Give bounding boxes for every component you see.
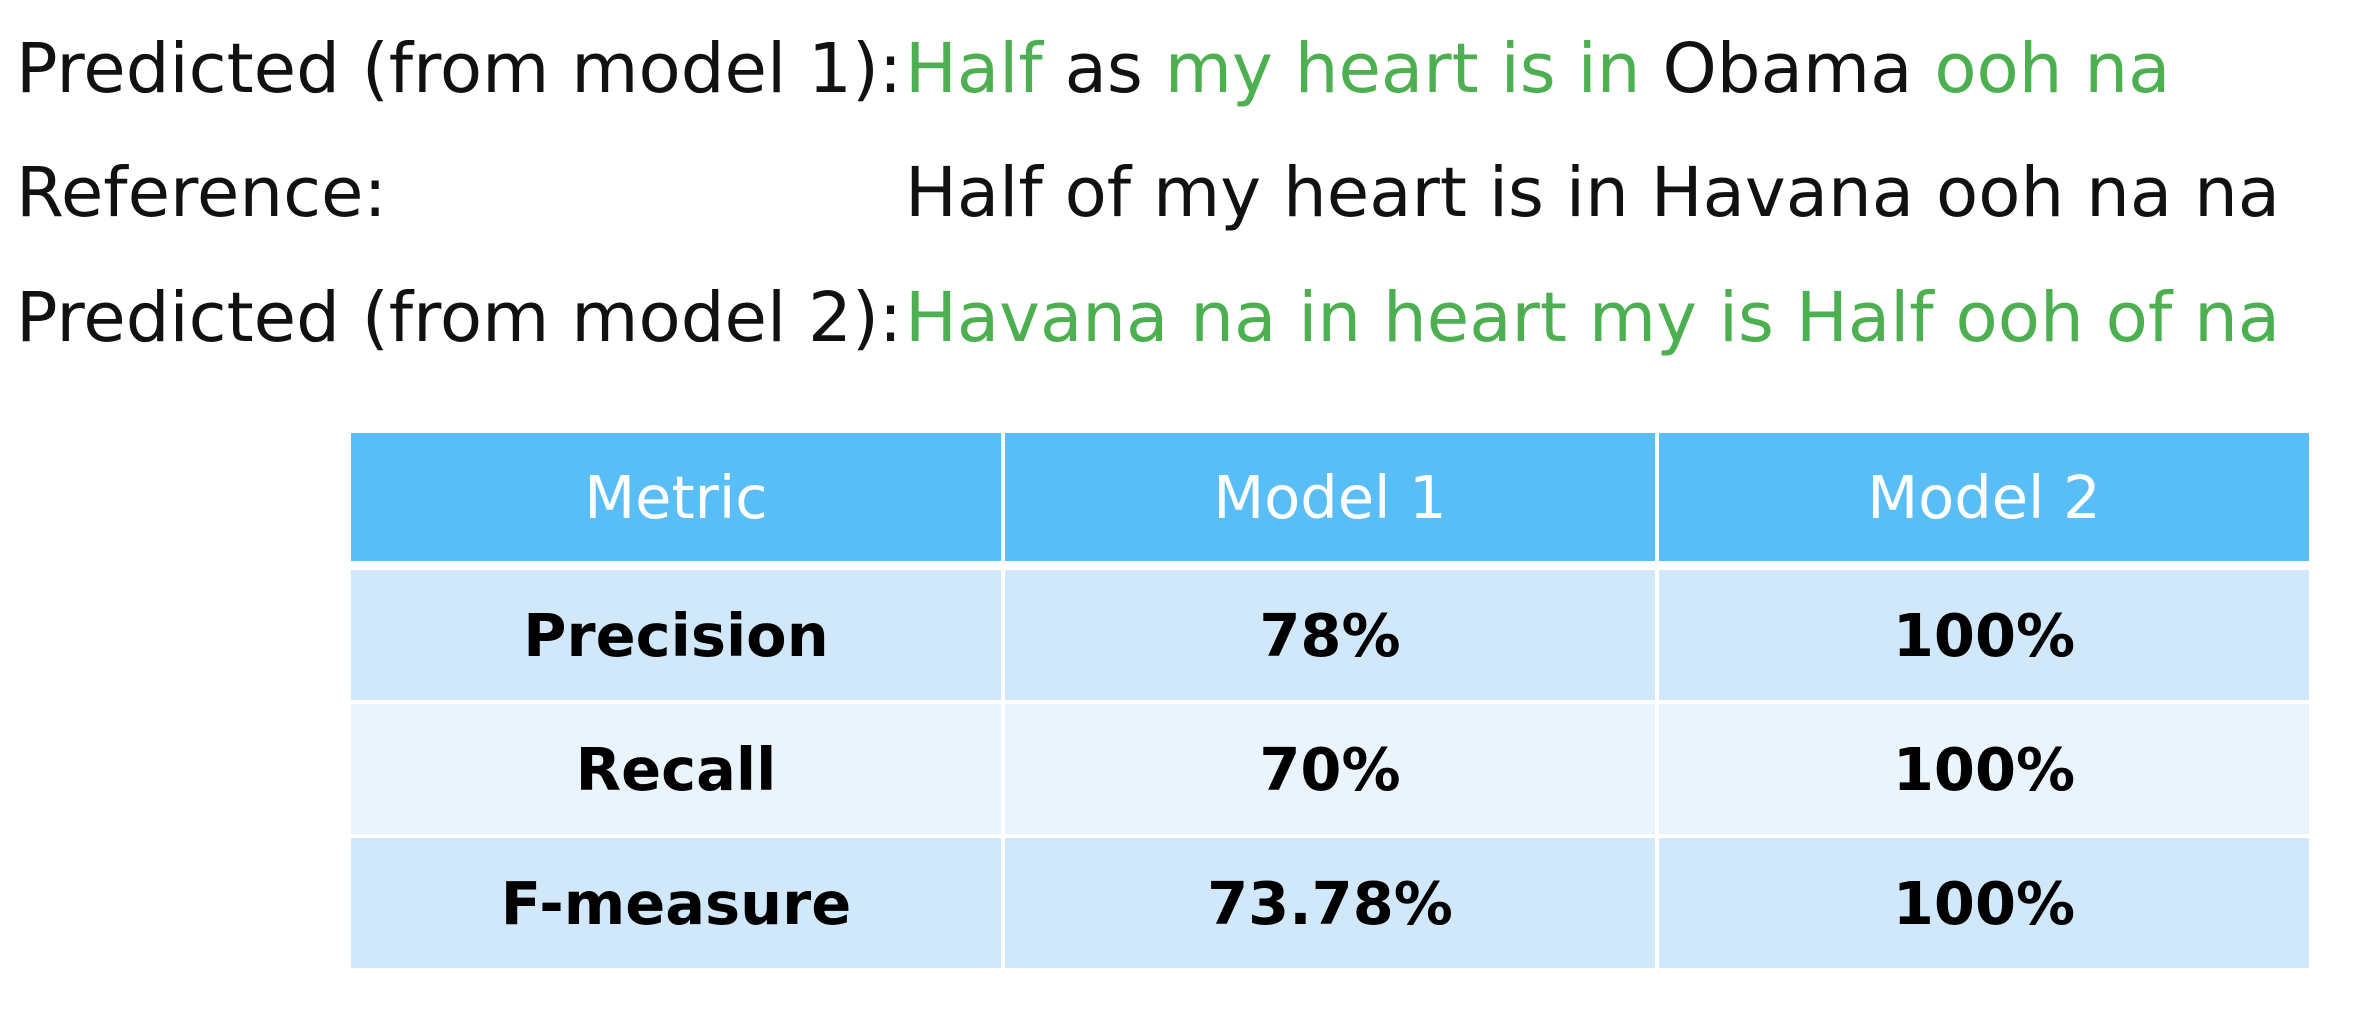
table-row-recall: Recall 70% 100% xyxy=(347,700,2313,838)
matched-word: ooh xyxy=(1934,29,2063,109)
metrics-table-container: Metric Model 1 Model 2 Precision 78% 100… xyxy=(347,429,2313,972)
cell-metric: Precision xyxy=(347,563,1005,704)
word: ooh xyxy=(1936,153,2065,233)
word: heart xyxy=(1283,153,1467,233)
matched-word: in xyxy=(1577,29,1641,109)
matched-word: Havana xyxy=(905,278,1169,358)
predicted-model-1-line: Predicted (from model 1): Half as my hea… xyxy=(0,7,2372,131)
cell-metric: Recall xyxy=(347,700,1005,838)
word: Half xyxy=(905,153,1043,233)
header-metric: Metric xyxy=(347,429,1005,570)
word: in xyxy=(1565,153,1629,233)
metrics-table: Metric Model 1 Model 2 Precision 78% 100… xyxy=(347,429,2313,972)
matched-word: is xyxy=(1500,29,1556,109)
matched-word: is xyxy=(1718,278,1774,358)
word: is xyxy=(1488,153,1544,233)
header-model-1: Model 1 xyxy=(1001,429,1659,570)
table-header-row: Metric Model 1 Model 2 xyxy=(347,429,2313,570)
line-label: Reference: xyxy=(16,153,387,233)
line-label: Predicted (from model 1): xyxy=(16,29,903,109)
matched-word: na xyxy=(2084,29,2171,109)
word: of xyxy=(1064,153,1132,233)
matched-word: na xyxy=(2194,278,2281,358)
word: na xyxy=(2194,153,2281,233)
header-model-2: Model 2 xyxy=(1655,429,2313,570)
sentence-words: Half as my heart is in Obama ooh na xyxy=(905,7,2170,131)
word: as xyxy=(1064,29,1143,109)
table-row-f-measure: F-measure 73.78% 100% xyxy=(347,834,2313,972)
matched-word: in xyxy=(1298,278,1362,358)
cell-model-2: 100% xyxy=(1655,563,2313,704)
word: my xyxy=(1153,153,1262,233)
matched-word: my xyxy=(1164,29,1273,109)
reference-line: Reference: Half of my heart is in Havana… xyxy=(0,131,2372,255)
matched-word: heart xyxy=(1294,29,1479,109)
cell-model-2: 100% xyxy=(1655,700,2313,838)
word: Havana xyxy=(1650,153,1915,233)
word: na xyxy=(2086,153,2173,233)
cell-model-1: 78% xyxy=(1001,563,1659,704)
cell-model-1: 70% xyxy=(1001,700,1659,838)
matched-word: na xyxy=(1190,278,1277,358)
sentence-words: Havana na in heart my is Half ooh of na xyxy=(905,256,2280,380)
table-row-precision: Precision 78% 100% xyxy=(347,563,2313,704)
word: Obama xyxy=(1662,29,1913,109)
cell-model-1: 73.78% xyxy=(1001,834,1659,972)
matched-word: Half xyxy=(1795,278,1934,358)
sentence-words: Half of my heart is in Havana ooh na na xyxy=(905,131,2280,255)
matched-word: ooh xyxy=(1955,278,2084,358)
matched-word: my xyxy=(1588,278,1697,358)
line-label: Predicted (from model 2): xyxy=(16,278,903,358)
predicted-model-2-line: Predicted (from model 2): Havana na in h… xyxy=(0,256,2372,380)
matched-word: Half xyxy=(905,29,1043,109)
cell-model-2: 100% xyxy=(1655,834,2313,972)
matched-word: heart xyxy=(1383,278,1567,358)
cell-metric: F-measure xyxy=(347,834,1005,972)
matched-word: of xyxy=(2105,278,2173,358)
